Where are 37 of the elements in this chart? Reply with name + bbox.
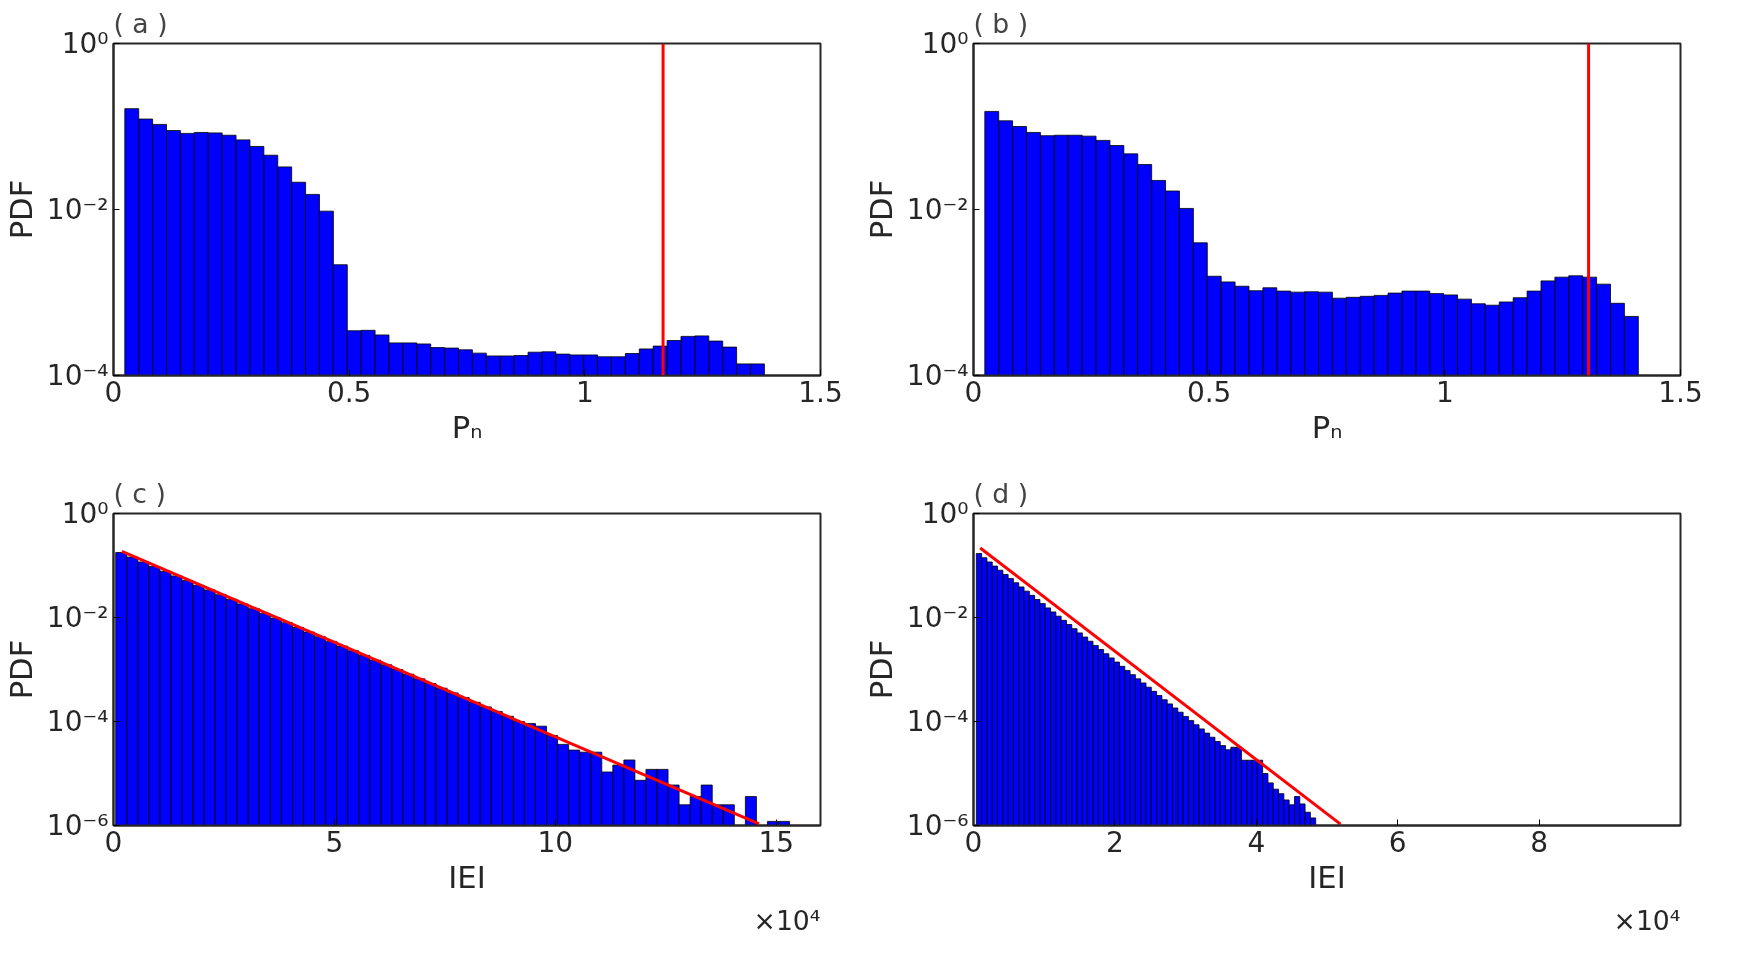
- chart-title: ( d ): [973, 477, 1029, 509]
- x-tick-label: 4: [1247, 825, 1266, 859]
- y-tick-label: 10⁻²: [46, 193, 109, 226]
- y-axis-title: PDF: [3, 179, 39, 240]
- y-tick-label: 10⁻⁴: [46, 705, 109, 738]
- y-tick-label: 10⁻²: [906, 601, 969, 634]
- chart-title: ( c ): [113, 477, 166, 509]
- x-axis-title: IEI: [448, 859, 486, 895]
- x-tick-label: 2: [1105, 825, 1124, 859]
- y-tick-label: 10⁻²: [46, 601, 109, 634]
- x-tick-label: 1: [575, 375, 594, 409]
- y-tick-label: 10⁰: [61, 497, 109, 530]
- y-tick-label: 10⁰: [61, 27, 109, 60]
- y-axis-title: PDF: [863, 179, 899, 240]
- x-axis-title: Pₙ: [1311, 409, 1343, 445]
- x-axis-title: IEI: [1308, 859, 1346, 895]
- x-tick-label: 5: [325, 825, 344, 859]
- y-tick-label: 10⁻²: [906, 193, 969, 226]
- x-tick-label: 8: [1530, 825, 1549, 859]
- x-tick-label: 10: [537, 825, 574, 859]
- chart-title: ( b ): [973, 7, 1029, 39]
- y-tick-label: 10⁰: [921, 497, 969, 530]
- x-tick-label: 6: [1388, 825, 1407, 859]
- y-tick-label: 10⁰: [921, 27, 969, 60]
- x-tick-label: 1.5: [798, 375, 843, 409]
- x-tick-label: 15: [758, 825, 795, 859]
- y-tick-label: 10⁻⁴: [906, 705, 969, 738]
- y-axis-title: PDF: [863, 639, 899, 700]
- text: ×10⁴: [753, 904, 821, 936]
- x-axis-title: Pₙ: [451, 409, 483, 445]
- x-tick-label: 1.5: [1658, 375, 1703, 409]
- x-tick-label: 0.5: [1186, 375, 1232, 409]
- chart-title: ( a ): [113, 7, 168, 39]
- y-axis-title: PDF: [3, 639, 39, 700]
- x-tick-label: 0.5: [326, 375, 372, 409]
- text: ×10⁴: [1613, 904, 1681, 936]
- x-tick-label: 1: [1435, 375, 1454, 409]
